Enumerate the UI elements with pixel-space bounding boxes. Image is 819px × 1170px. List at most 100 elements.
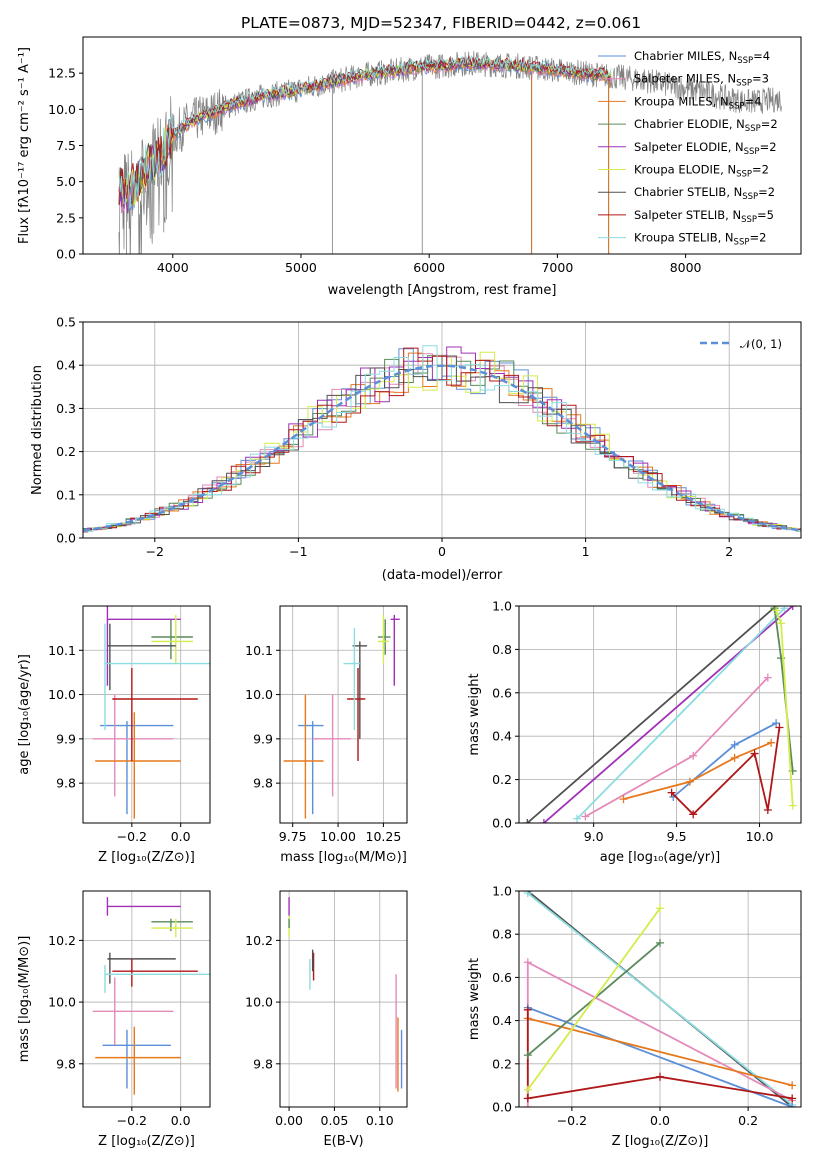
x-tick-label: 5000 bbox=[285, 260, 317, 275]
model-spectrum bbox=[118, 60, 612, 211]
y-tick-label: 0.2 bbox=[492, 772, 512, 787]
model-spectrum bbox=[118, 54, 612, 205]
spectrum-xlabel: wavelength [Angstrom, rest frame] bbox=[328, 283, 557, 298]
y-tick-label: 9.9 bbox=[56, 731, 76, 746]
axes-frame bbox=[518, 890, 802, 1108]
weight-series-line bbox=[581, 673, 772, 821]
x-tick-label: 9.5 bbox=[667, 829, 687, 844]
legend-entry: Chabrier STELIB, NSSP=2 bbox=[634, 185, 775, 202]
figure-title: PLATE=0873, MJD=52347, FIBERID=0442, z=0… bbox=[241, 14, 641, 32]
error-bar-point bbox=[343, 628, 360, 730]
weight-marker bbox=[788, 1094, 797, 1103]
x-tick-label: 1 bbox=[582, 544, 590, 559]
weight-marker bbox=[763, 673, 772, 682]
x-tick-label: 0.0 bbox=[171, 829, 191, 844]
weight-marker bbox=[573, 814, 582, 823]
axes-frame bbox=[82, 605, 211, 824]
residual-ylabel: Normed distribution bbox=[30, 365, 45, 495]
x-tick-label: 10.00 bbox=[320, 829, 356, 844]
legend-entry: Salpeter STELIB, NSSP=5 bbox=[634, 208, 774, 225]
y-tick-label: 7.5 bbox=[56, 138, 76, 153]
legend-entry: Chabrier ELODIE, NSSP=2 bbox=[634, 117, 778, 134]
weight-line bbox=[527, 907, 661, 1091]
x-tick-label: 0 bbox=[438, 544, 446, 559]
model-spectrum bbox=[118, 57, 612, 205]
residual-panel: 𝒩(0, 1) −2 −1 0 1 2 0.0 0.1 0.2 0.3 0.4 0.5 (data-… bbox=[30, 315, 802, 583]
y-tick-label: 1.0 bbox=[492, 884, 512, 899]
y-tick-label: 0.8 bbox=[492, 642, 512, 657]
x-tick-label: 8000 bbox=[670, 260, 702, 275]
model-spectrum bbox=[118, 55, 612, 210]
y-tick-label: 0.4 bbox=[492, 1013, 512, 1028]
error-bars bbox=[92, 897, 210, 1095]
x-axis-label: age [log₁₀(age/yr)] bbox=[600, 850, 721, 865]
weight-series-line bbox=[772, 606, 797, 810]
weight-series bbox=[523, 891, 797, 1107]
y-tick-label: 0.6 bbox=[492, 685, 512, 700]
error-bar-point bbox=[104, 965, 210, 993]
weight-marker bbox=[772, 606, 781, 615]
weight-series-line bbox=[619, 738, 776, 804]
x-tick-label: 9.0 bbox=[584, 829, 604, 844]
weight-marker bbox=[523, 1051, 532, 1060]
y-tick-label: 0.3 bbox=[56, 401, 76, 416]
weight-series-line bbox=[523, 606, 781, 823]
y-tick-label: 9.9 bbox=[253, 731, 273, 746]
x-tick-label: −1 bbox=[289, 544, 307, 559]
legend-entry: Chabrier MILES, NSSP=4 bbox=[634, 49, 770, 66]
weight-marker bbox=[763, 805, 772, 814]
residual-histogram bbox=[83, 345, 801, 538]
weight-marker bbox=[523, 1103, 532, 1107]
weight-marker bbox=[730, 753, 739, 762]
weight-marker bbox=[523, 1005, 532, 1014]
error-bar-point bbox=[92, 694, 174, 797]
x-tick-label: 6000 bbox=[413, 260, 445, 275]
y-tick-label: 1.0 bbox=[492, 599, 512, 614]
weight-line bbox=[623, 741, 772, 800]
weight-marker bbox=[685, 777, 694, 786]
residual-legend: 𝒩(0, 1) bbox=[700, 337, 782, 351]
y-tick-label: 12.5 bbox=[48, 66, 76, 81]
error-bar-point bbox=[102, 1029, 171, 1089]
weight-marker bbox=[775, 723, 784, 732]
y-tick-label: 10.2 bbox=[245, 933, 273, 948]
error-bar-point bbox=[298, 721, 324, 815]
spectrum-traces bbox=[118, 51, 782, 254]
x-tick-label: 0.2 bbox=[738, 1113, 758, 1128]
axes-frame bbox=[518, 605, 802, 824]
x-axis-label: Z [log₁₀(Z/Z⊙)] bbox=[98, 1134, 195, 1149]
weight-marker bbox=[750, 749, 759, 758]
x-tick-label: 10.0 bbox=[746, 829, 774, 844]
error-bar-point bbox=[95, 712, 181, 819]
error-bar-point bbox=[107, 952, 176, 984]
weight-marker bbox=[656, 904, 664, 913]
model-spectrum bbox=[118, 59, 612, 214]
y-tick-label: 0.0 bbox=[56, 247, 76, 262]
y-axis-label: age [log₁₀(age/yr)] bbox=[17, 654, 32, 775]
weight-marker bbox=[767, 738, 776, 747]
weight-marker bbox=[788, 1081, 797, 1090]
y-tick-label: 9.8 bbox=[56, 1056, 76, 1071]
normal-legend-label: 𝒩(0, 1) bbox=[740, 337, 782, 351]
axes-frame bbox=[279, 605, 408, 824]
x-tick-label: 7000 bbox=[541, 260, 573, 275]
weight-vs-z-panel: −0.2 0.0 0.2 0.0 0.2 0.4 0.6 0.8 1.0 Z [log₁₀(Z/Z… bbox=[467, 884, 802, 1149]
error-bar-point bbox=[377, 619, 391, 655]
error-bar-point bbox=[92, 977, 174, 1046]
x-tick-label: 0.0 bbox=[650, 1113, 670, 1128]
spectrum-ylabel: Flux [fλ10⁻¹⁷ erg cm⁻² s⁻¹ A⁻¹] bbox=[17, 47, 32, 244]
error-bar-point bbox=[151, 918, 193, 938]
y-tick-label: 10.0 bbox=[48, 687, 76, 702]
model-spectrum bbox=[118, 59, 612, 208]
error-bar-point bbox=[104, 623, 210, 730]
x-tick-label: −0.2 bbox=[117, 829, 147, 844]
x-axis-label: E(B-V) bbox=[323, 1134, 363, 1149]
axes-frame bbox=[279, 890, 408, 1108]
weight-marker bbox=[523, 1085, 532, 1094]
x-axis-label: Z [log₁₀(Z/Z⊙)] bbox=[98, 850, 195, 865]
weight-series-line bbox=[667, 723, 784, 819]
model-spectrum bbox=[118, 58, 612, 214]
error-bars bbox=[288, 897, 403, 1092]
y-tick-label: 0.2 bbox=[492, 1056, 512, 1071]
